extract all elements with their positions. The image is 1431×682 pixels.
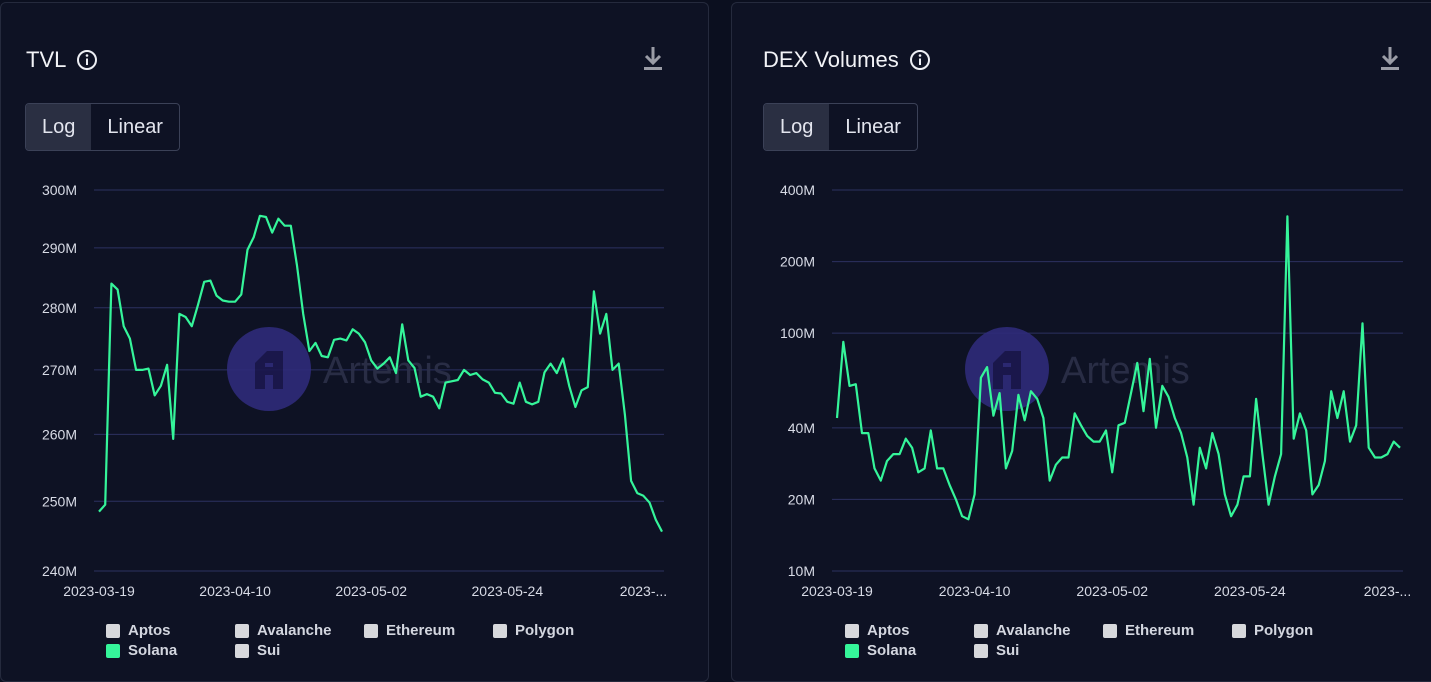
artemis-watermark: Artemis [965, 327, 1190, 411]
x-tick-label: 2023-05-24 [472, 583, 544, 599]
y-tick-label: 10M [788, 563, 815, 579]
x-tick-label: 2023-05-24 [1214, 583, 1286, 599]
dex-volumes-chart: 10M 20M 40M 100M 200M 400M 2023-03-19 2023-04-1… [780, 182, 1411, 599]
watermark-text: Artemis [1061, 350, 1190, 392]
y-tick-label: 280M [42, 300, 77, 316]
legend-item-ethereum[interactable]: Ethereum [1103, 621, 1232, 640]
x-tick-label: 2023-04-10 [199, 583, 271, 599]
legend-item-solana[interactable]: Solana [106, 641, 235, 660]
panel-title-text: DEX Volumes [763, 47, 899, 72]
log-option[interactable]: Log [764, 104, 830, 150]
legend-label: Avalanche [996, 622, 1071, 639]
y-tick-label: 100M [780, 325, 815, 341]
y-tick-label: 290M [42, 240, 77, 256]
legend-checkbox[interactable] [1103, 623, 1117, 638]
linear-option[interactable]: Linear [107, 116, 163, 138]
y-tick-label: 40M [788, 420, 815, 436]
legend-label: Aptos [867, 622, 910, 639]
legend-label: Avalanche [257, 622, 332, 639]
y-tick-label: 250M [42, 493, 77, 509]
legend-item-aptos[interactable]: Aptos [106, 621, 235, 640]
chart-legend: Aptos Avalanche Ethereum Polygon Solana Sui [845, 621, 1361, 660]
legend-label: Ethereum [1125, 622, 1195, 639]
legend-item-polygon[interactable]: Polygon [493, 621, 622, 640]
dex-volumes-panel: DEX Volumes Log Linear 10M 20M 40M 100M 200M… [731, 2, 1431, 682]
legend-checkbox[interactable] [235, 623, 249, 638]
legend-label: Polygon [515, 622, 575, 639]
x-tick-label: 2023-05-02 [1076, 583, 1148, 599]
legend-checkbox[interactable] [1232, 623, 1246, 638]
legend-checkbox[interactable] [106, 643, 120, 658]
legend-checkbox[interactable] [974, 623, 988, 638]
y-tick-label: 270M [42, 362, 77, 378]
legend-item-sui[interactable]: Sui [235, 641, 364, 660]
legend-item-polygon[interactable]: Polygon [1232, 621, 1361, 640]
artemis-watermark: Artemis [227, 327, 452, 411]
panel-title: TVL [26, 47, 98, 73]
x-tick-label: 2023-03-19 [63, 583, 135, 599]
x-tick-label: 2023-... [620, 583, 667, 599]
download-icon[interactable] [1379, 45, 1401, 75]
info-icon[interactable] [909, 49, 931, 71]
legend-checkbox[interactable] [493, 623, 507, 638]
legend-label: Ethereum [386, 622, 456, 639]
linear-option[interactable]: Linear [845, 116, 901, 138]
legend-item-avalanche[interactable]: Avalanche [974, 621, 1103, 640]
legend-item-ethereum[interactable]: Ethereum [364, 621, 493, 640]
artemis-logo-mark [255, 351, 283, 389]
legend-checkbox[interactable] [235, 643, 249, 658]
legend-label: Solana [128, 642, 178, 659]
info-icon[interactable] [76, 49, 98, 71]
legend-checkbox[interactable] [845, 623, 859, 638]
legend-item-aptos[interactable]: Aptos [845, 621, 974, 640]
tvl-chart: 240M 250M 260M 270M 280M 290M 300M 2023-03-19 20… [42, 182, 667, 599]
y-tick-label: 300M [42, 182, 77, 198]
legend-item-sui[interactable]: Sui [974, 641, 1103, 660]
series-line-solana[interactable] [98, 214, 663, 533]
y-tick-label: 260M [42, 426, 77, 442]
legend-label: Polygon [1254, 622, 1314, 639]
legend-checkbox[interactable] [974, 643, 988, 658]
series-line-solana[interactable] [835, 215, 1401, 521]
download-icon[interactable] [642, 45, 664, 75]
y-tick-label: 20M [788, 491, 815, 507]
legend-item-avalanche[interactable]: Avalanche [235, 621, 364, 640]
legend-label: Sui [996, 642, 1020, 659]
legend-checkbox[interactable] [106, 623, 120, 638]
y-tick-label: 200M [780, 254, 815, 270]
x-tick-label: 2023-... [1364, 583, 1411, 599]
tvl-panel: TVL Log Linear 240M 250M 260M 270M 280M 290M 3… [0, 2, 709, 682]
y-tick-label: 400M [780, 182, 815, 198]
chart-legend: Aptos Avalanche Ethereum Polygon Solana Sui [106, 621, 622, 660]
x-tick-label: 2023-04-10 [939, 583, 1011, 599]
scale-toggle: Log Linear [25, 103, 180, 151]
legend-label: Solana [867, 642, 917, 659]
legend-label: Sui [257, 642, 281, 659]
x-tick-label: 2023-03-19 [801, 583, 873, 599]
scale-toggle: Log Linear [763, 103, 918, 151]
log-option[interactable]: Log [26, 104, 92, 150]
x-tick-label: 2023-05-02 [335, 583, 407, 599]
legend-checkbox[interactable] [364, 623, 378, 638]
legend-item-solana[interactable]: Solana [845, 641, 974, 660]
y-tick-label: 240M [42, 563, 77, 579]
legend-label: Aptos [128, 622, 171, 639]
panel-title: DEX Volumes [763, 47, 931, 73]
panel-title-text: TVL [26, 47, 67, 72]
legend-checkbox[interactable] [845, 643, 859, 658]
artemis-logo-mark [993, 351, 1021, 389]
watermark-text: Artemis [323, 350, 452, 392]
